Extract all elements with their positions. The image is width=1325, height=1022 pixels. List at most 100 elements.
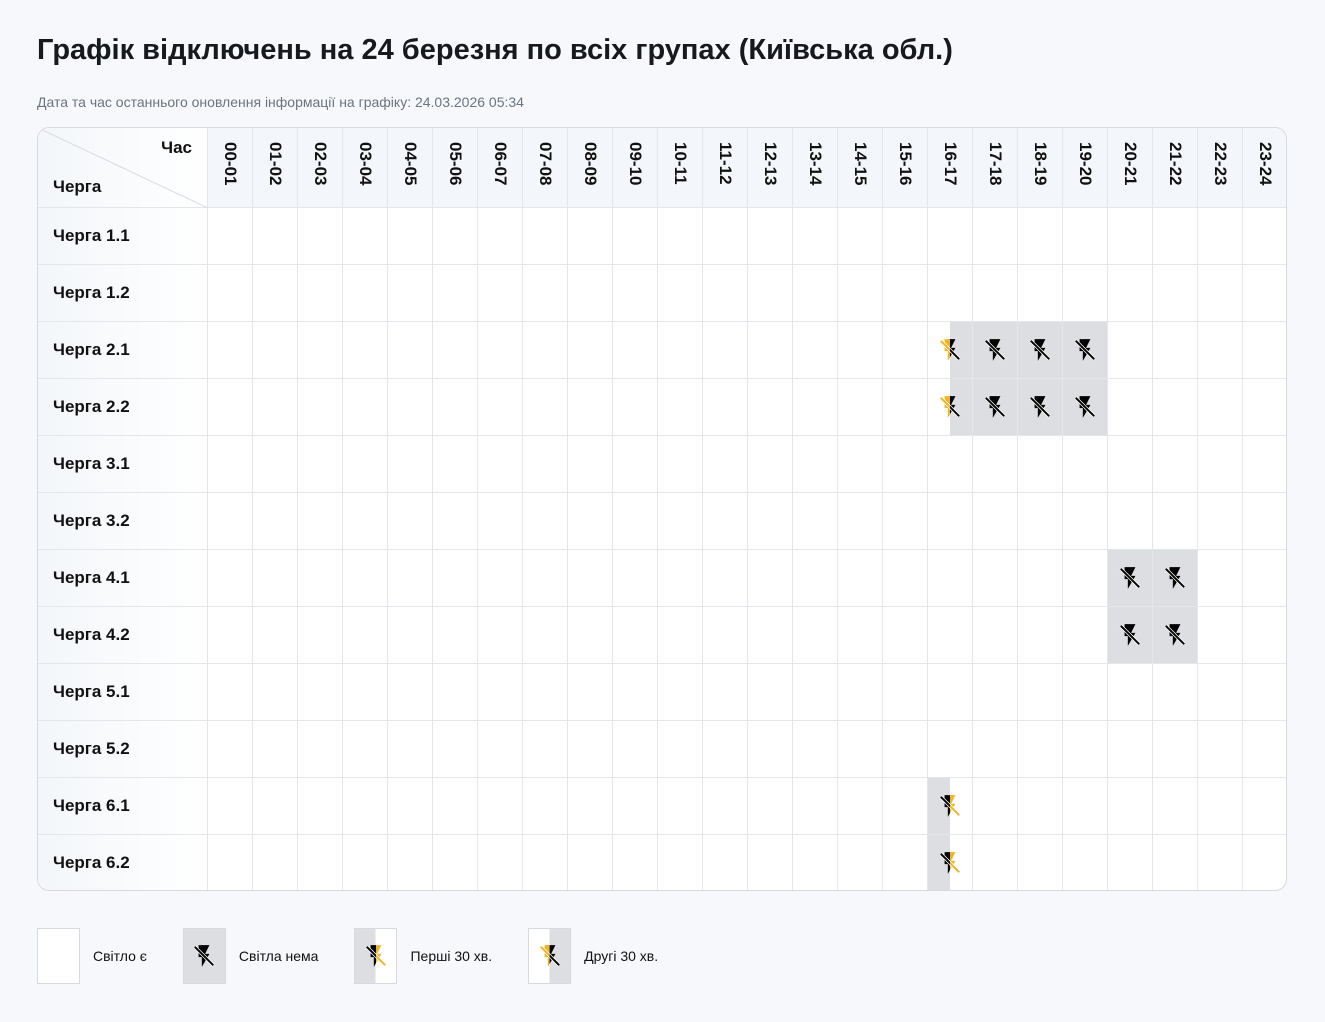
schedule-cell-on [208, 208, 253, 265]
power-off-icon [937, 394, 963, 420]
schedule-cell-on [928, 550, 973, 607]
schedule-cell-on [343, 664, 388, 721]
schedule-cell-on [613, 265, 658, 322]
hour-column-header: 07-08 [523, 128, 568, 208]
page-title: Графік відключень на 24 березня по всіх … [37, 34, 953, 66]
schedule-cell-on [253, 436, 298, 493]
schedule-cell-on [1018, 550, 1063, 607]
schedule-cell-on [298, 208, 343, 265]
schedule-cell-on [838, 664, 883, 721]
schedule-cell-on [523, 778, 568, 835]
legend-label: Другі 30 хв. [584, 948, 659, 964]
schedule-cell-on [1243, 607, 1286, 664]
schedule-cell-on [973, 835, 1018, 890]
schedule-cell-on [1198, 550, 1243, 607]
schedule-cell-on [613, 778, 658, 835]
group-label: Черга 1.1 [38, 208, 208, 265]
power-off-icon [1162, 622, 1188, 648]
schedule-cell-on [253, 265, 298, 322]
schedule-cell-on [388, 607, 433, 664]
schedule-cell-on [523, 550, 568, 607]
schedule-cell-on [208, 322, 253, 379]
schedule-cell-on [433, 550, 478, 607]
schedule-cell-on [208, 664, 253, 721]
schedule-cell-on [1063, 208, 1108, 265]
schedule-cell-on [838, 436, 883, 493]
schedule-cell-on [298, 265, 343, 322]
schedule-cell-on [523, 322, 568, 379]
schedule-cell-on [748, 322, 793, 379]
legend-swatch-second [528, 928, 572, 984]
group-label: Черга 6.1 [38, 778, 208, 835]
schedule-cell-on [208, 778, 253, 835]
schedule-cell-off [1108, 607, 1153, 664]
hour-column-header: 21-22 [1153, 128, 1198, 208]
schedule-cell-on [703, 208, 748, 265]
schedule-cell-on [883, 664, 928, 721]
schedule-cell-on [253, 664, 298, 721]
schedule-cell-on [1108, 436, 1153, 493]
schedule-cell-on [478, 436, 523, 493]
legend-label: Перші 30 хв. [410, 948, 493, 964]
hour-label: 06-07 [491, 142, 510, 186]
schedule-cell-on [928, 265, 973, 322]
power-off-icon [937, 850, 963, 876]
schedule-cell-on [298, 550, 343, 607]
hour-column-header: 23-24 [1243, 128, 1286, 208]
schedule-cell-on [343, 493, 388, 550]
power-off-icon [363, 943, 389, 969]
schedule-cell-on [343, 208, 388, 265]
schedule-cell-on [208, 436, 253, 493]
schedule-cell-on [1063, 550, 1108, 607]
schedule-cell-on [793, 550, 838, 607]
schedule-cell-on [1153, 493, 1198, 550]
schedule-cell-off [1108, 550, 1153, 607]
hour-label: 01-02 [266, 142, 285, 186]
schedule-cell-on [1198, 664, 1243, 721]
schedule-cell-on [838, 265, 883, 322]
schedule-cell-on [658, 778, 703, 835]
hour-column-header: 03-04 [343, 128, 388, 208]
schedule-cell-on [793, 265, 838, 322]
hour-column-header: 19-20 [1063, 128, 1108, 208]
schedule-cell-off [1018, 322, 1063, 379]
power-off-icon [1162, 565, 1188, 591]
schedule-cell-on [343, 379, 388, 436]
diagonal-divider [38, 128, 208, 208]
hour-column-header: 18-19 [1018, 128, 1063, 208]
schedule-cell-on [613, 721, 658, 778]
schedule-cell-on [568, 664, 613, 721]
group-label: Черга 4.1 [38, 550, 208, 607]
legend-label: Світла нема [238, 948, 319, 964]
schedule-cell-on [1153, 835, 1198, 890]
hour-label: 10-11 [671, 142, 690, 185]
hour-label: 09-10 [626, 142, 645, 186]
schedule-cell-on [1108, 265, 1153, 322]
schedule-cell-on [973, 607, 1018, 664]
schedule-cell-on [253, 721, 298, 778]
group-label: Черга 2.1 [38, 322, 208, 379]
hour-label: 19-20 [1076, 142, 1095, 186]
schedule-cell-on [1063, 778, 1108, 835]
schedule-cell-on [433, 664, 478, 721]
schedule-cell-on [1018, 208, 1063, 265]
legend-label: Світло є [93, 948, 147, 964]
schedule-cell-on [1198, 607, 1243, 664]
schedule-cell-on [883, 835, 928, 890]
schedule-cell-on [928, 664, 973, 721]
schedule-cell-on [793, 436, 838, 493]
schedule-cell-on [253, 835, 298, 890]
schedule-cell-on [1198, 265, 1243, 322]
schedule-cell-on [793, 208, 838, 265]
hour-column-header: 00-01 [208, 128, 253, 208]
schedule-cell-on [568, 550, 613, 607]
schedule-cell-on [1063, 664, 1108, 721]
schedule-cell-on [928, 607, 973, 664]
schedule-cell-on [658, 550, 703, 607]
power-off-icon [537, 943, 563, 969]
schedule-cell-on [1198, 721, 1243, 778]
schedule-cell-on [703, 664, 748, 721]
schedule-cell-on [1198, 322, 1243, 379]
power-off-icon [937, 337, 963, 363]
schedule-cell-on [1243, 322, 1286, 379]
